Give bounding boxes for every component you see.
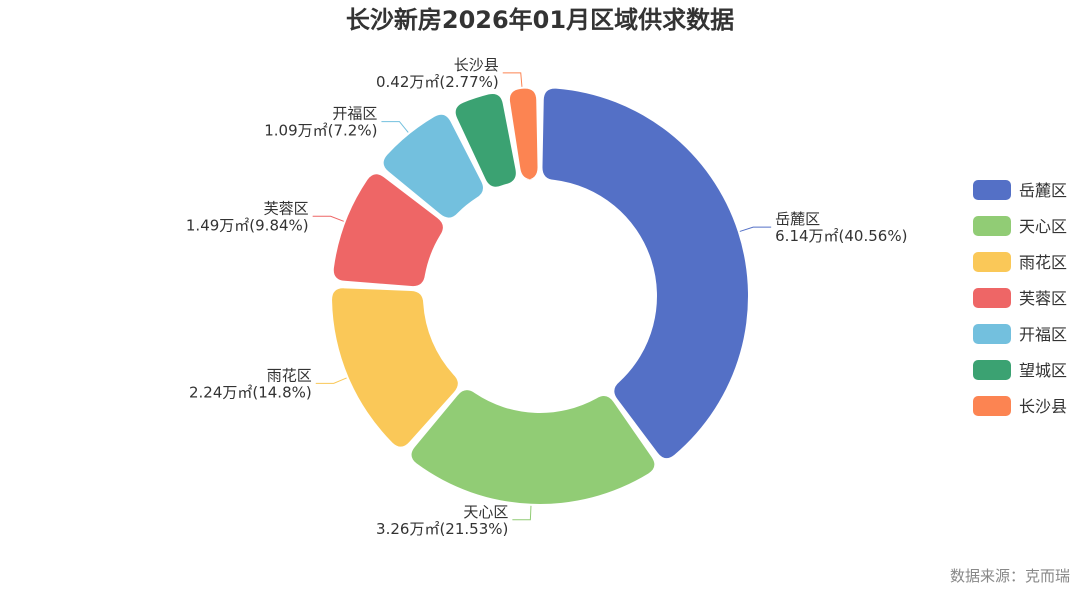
- legend-label-5[interactable]: 开福区: [1019, 325, 1067, 344]
- leader-line-4: [312, 215, 344, 222]
- slice-label-value-1: 6.14万㎡(40.56%): [775, 227, 907, 245]
- legend-swatch-4[interactable]: [973, 288, 1011, 308]
- slice-label-value-5: 1.09万㎡(7.2%): [264, 122, 377, 140]
- leader-line-5: [381, 121, 409, 133]
- slice-5[interactable]: [383, 114, 483, 218]
- slice-label-value-4: 1.49万㎡(9.84%): [186, 216, 309, 234]
- slice-7[interactable]: [509, 88, 538, 180]
- legend-label-7[interactable]: 长沙县: [1019, 397, 1067, 416]
- slice-label-name-7: 长沙县: [454, 56, 499, 74]
- donut-slices: [332, 88, 749, 505]
- slice-4[interactable]: [333, 174, 443, 287]
- slice-label-value-7: 0.42万㎡(2.77%): [376, 73, 499, 91]
- legend-swatch-1[interactable]: [973, 180, 1011, 200]
- legend-label-1[interactable]: 岳麓区: [1019, 181, 1067, 200]
- legend-label-2[interactable]: 天心区: [1019, 217, 1067, 236]
- slice-label-name-5: 开福区: [332, 105, 377, 123]
- slice-label-value-2: 3.26万㎡(21.53%): [376, 520, 508, 538]
- slice-2[interactable]: [411, 390, 655, 505]
- legend-swatch-6[interactable]: [973, 360, 1011, 380]
- slice-label-name-3: 雨花区: [267, 366, 312, 384]
- leader-line-1: [739, 226, 772, 232]
- leader-line-2: [512, 505, 532, 521]
- slice-label-name-4: 芙蓉区: [264, 199, 309, 217]
- slice-label-name-1: 岳麓区: [775, 210, 820, 228]
- slice-3[interactable]: [332, 288, 458, 447]
- slice-1[interactable]: [542, 88, 749, 459]
- slice-label-value-3: 2.24万㎡(14.8%): [189, 383, 312, 401]
- legend-swatch-3[interactable]: [973, 252, 1011, 272]
- legend-label-6[interactable]: 望城区: [1019, 361, 1067, 380]
- chart-title: 长沙新房2026年01月区域供求数据: [346, 6, 734, 34]
- leader-line-3: [315, 377, 347, 384]
- slice-label-name-2: 天心区: [463, 503, 508, 521]
- leader-line-7: [502, 72, 523, 87]
- legend-label-3[interactable]: 雨花区: [1019, 253, 1067, 272]
- legend-swatch-2[interactable]: [973, 216, 1011, 236]
- legend-label-4[interactable]: 芙蓉区: [1019, 289, 1067, 308]
- data-source: 数据来源：克而瑞: [950, 567, 1070, 585]
- legend-swatch-5[interactable]: [973, 324, 1011, 344]
- slice-6[interactable]: [455, 93, 516, 187]
- legend-swatch-7[interactable]: [973, 396, 1011, 416]
